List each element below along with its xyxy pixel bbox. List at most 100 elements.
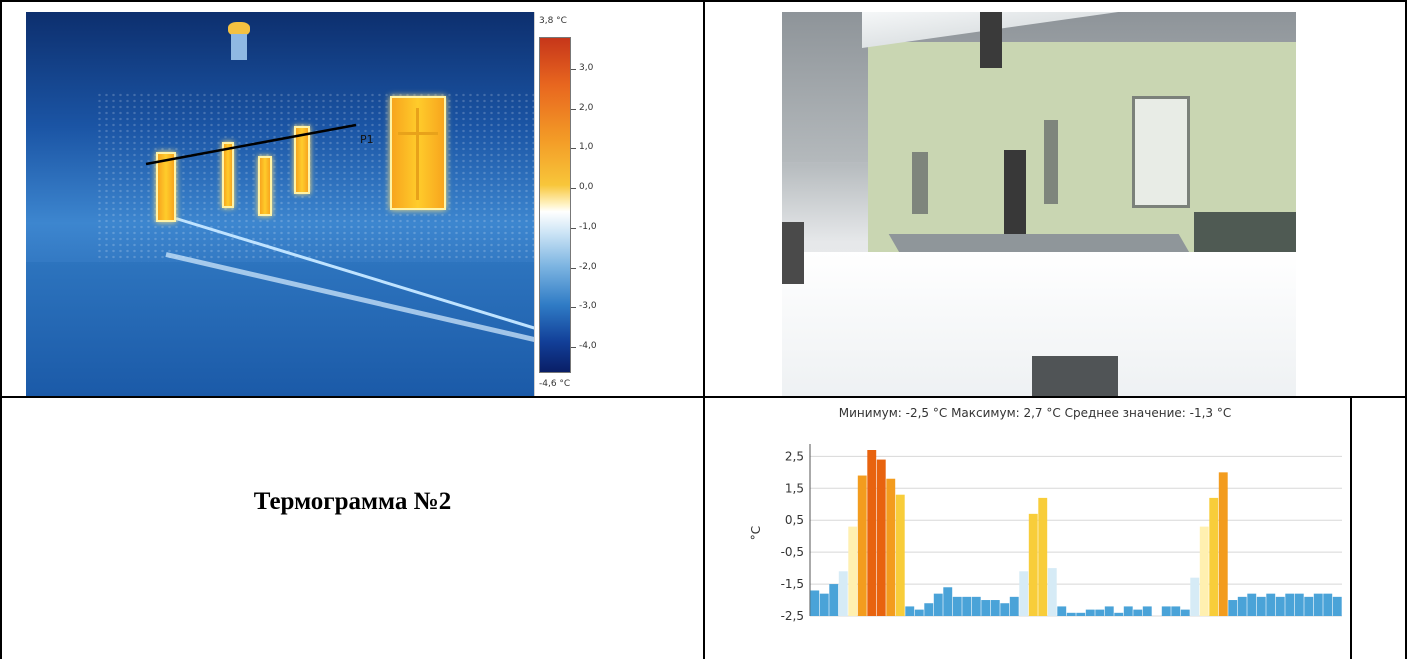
scale-max-label: 3,8 °C [539,16,567,26]
y-tick-label: -0,5 [781,545,804,559]
chart-bar [1199,526,1209,616]
photo-window-large [1132,96,1190,208]
chart-bar [981,600,991,616]
chart-bar [895,494,905,616]
chart-bar [905,606,915,616]
chart-bar [1313,593,1323,616]
photo-window-small-1 [912,152,928,214]
chart-bar [1057,606,1067,616]
chart-bar [952,596,962,616]
chart-bar [886,478,896,616]
chart-bar [1019,571,1029,616]
scale-tick-mark [571,148,576,150]
y-axis-label: °C [749,526,763,540]
chart-bar [1066,612,1076,616]
scale-tick-label: -3,0 [579,301,597,312]
chart-bar [1275,596,1285,616]
chart-stats-title: Минимум: -2,5 °C Максимум: 2,7 °C Средне… [838,406,1232,420]
scale-tick-mark [571,267,576,269]
photo-stone-block [1032,356,1118,396]
y-tick-label: -2,5 [781,609,804,623]
chart-bar [990,600,1000,616]
profile-line-p1 [145,123,357,166]
scale-tick-mark [571,68,576,70]
profile-label: P1 [360,133,374,146]
table-divider-horizontal [0,396,1407,398]
caption-cell: Термограмма №2 [2,398,703,659]
chart-bar [1209,497,1219,616]
chart-bar [924,603,934,616]
chart-bar [1009,596,1019,616]
table-divider-vertical [703,0,705,659]
chart-bar [1304,596,1314,616]
chart-bar [1323,593,1333,616]
chart-bar [829,584,839,616]
chart-bar [1000,603,1010,616]
chart-bar [810,590,820,616]
chart-bar [1104,606,1114,616]
chart-bar [914,609,924,616]
hot-window-large [390,96,446,210]
chart-bar [1180,609,1190,616]
chart-bar [867,450,877,616]
table-border-right [1405,0,1407,659]
y-tick-label: 2,5 [785,449,804,463]
chart-bar [933,593,943,616]
chart-bar [1114,612,1124,616]
chart-bar [1247,593,1257,616]
scale-tick-label: 2,0 [579,102,594,113]
bar-chart: 2,5 1,5 0,5 -0,5 -1,5 -2,5 °C [749,444,1342,623]
temperature-profile-chart: Минимум: -2,5 °C Максимум: 2,7 °C Средне… [720,398,1352,659]
scale-tick-label: 1,0 [579,142,594,153]
scale-tick-mark [571,188,576,190]
photo-door [1004,150,1026,240]
scale-tick-mark [571,227,576,229]
photo-chimney [980,12,1002,68]
chart-bar [1237,596,1247,616]
scale-tick-label: 0,0 [579,182,594,193]
window-frame-horizontal [398,132,438,135]
chart-bar [848,526,858,616]
y-tick-label: -1,5 [781,577,804,591]
chart-bar [1285,593,1295,616]
scale-gradient-bar [539,37,571,373]
hot-window-2 [222,142,234,208]
chart-bar [1076,612,1086,616]
window-frame-vertical [416,108,419,200]
temperature-scale-panel: 3,8 °C -4,6 °C 3,0 2,0 1,0 0,0 -1,0 -2,0 -3,0 -… [534,12,655,396]
chart-bar [1123,606,1133,616]
chart-bar [971,596,981,616]
hot-window-3 [258,156,272,216]
hot-window-1 [156,152,176,222]
chart-bar [1294,593,1304,616]
chart-bar [1171,606,1181,616]
chart-bar [1142,606,1152,616]
scale-tick-label: -2,0 [579,261,597,272]
chart-bar [962,596,972,616]
y-tick-label: 0,5 [785,513,804,527]
y-tick-label: 1,5 [785,481,804,495]
chart-bar [1332,596,1342,616]
hot-window-4 [294,126,310,194]
thermogram-image: P1 [26,12,554,396]
scale-tick-mark [571,347,576,349]
photo-window-small-2 [1044,120,1058,204]
chart-bar [1085,609,1095,616]
scale-tick-mark [571,108,576,110]
chart-bar [1256,596,1266,616]
building-photo [782,12,1296,396]
chart-bar [857,475,867,616]
chart-bar [1161,606,1171,616]
scale-tick-mark [571,307,576,309]
chart-bar [1133,609,1143,616]
chart-bar [876,459,886,616]
chimney-body [231,34,247,60]
profile-line [145,123,357,166]
chimney-hot-spot [228,22,250,36]
chart-bar [838,571,848,616]
scale-tick-label: -1,0 [579,221,597,232]
chart-bar [1228,600,1238,616]
chart-bar [1038,497,1048,616]
scale-tick-label: 3,0 [579,62,594,73]
scale-tick-label: -4,0 [579,341,597,352]
